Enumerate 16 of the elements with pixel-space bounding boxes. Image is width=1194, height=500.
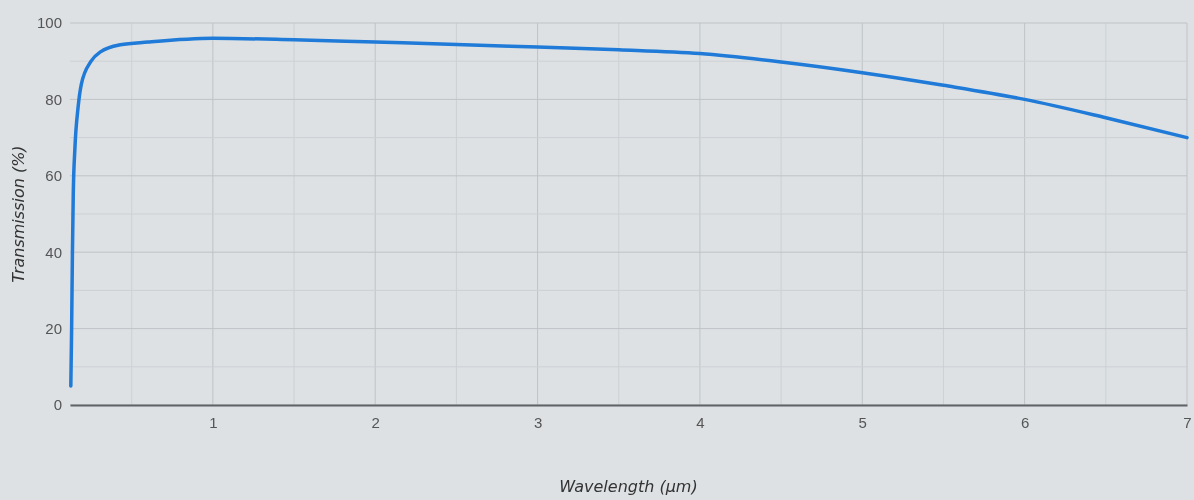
line-series: [69, 36, 1189, 388]
y-axis-title: Transmission (%): [9, 145, 28, 283]
y-tick-label: 80: [45, 90, 62, 108]
y-tick-label: 20: [45, 319, 62, 337]
x-tick-label: 6: [1020, 413, 1030, 431]
y-tick-label: 100: [36, 14, 62, 32]
y-tick-label: 0: [53, 396, 62, 414]
x-tick-label: 1: [209, 413, 218, 431]
x-tick-label: 7: [1183, 413, 1192, 431]
y-tick-label: 40: [45, 243, 62, 261]
y-tick-label: 60: [45, 167, 62, 185]
x-tick-label: 5: [858, 413, 867, 431]
x-tick-label: 4: [696, 413, 705, 431]
x-tick-label: 2: [371, 413, 380, 431]
x-axis-title: Wavelength (µm): [559, 477, 698, 496]
x-tick-label: 3: [533, 413, 543, 431]
